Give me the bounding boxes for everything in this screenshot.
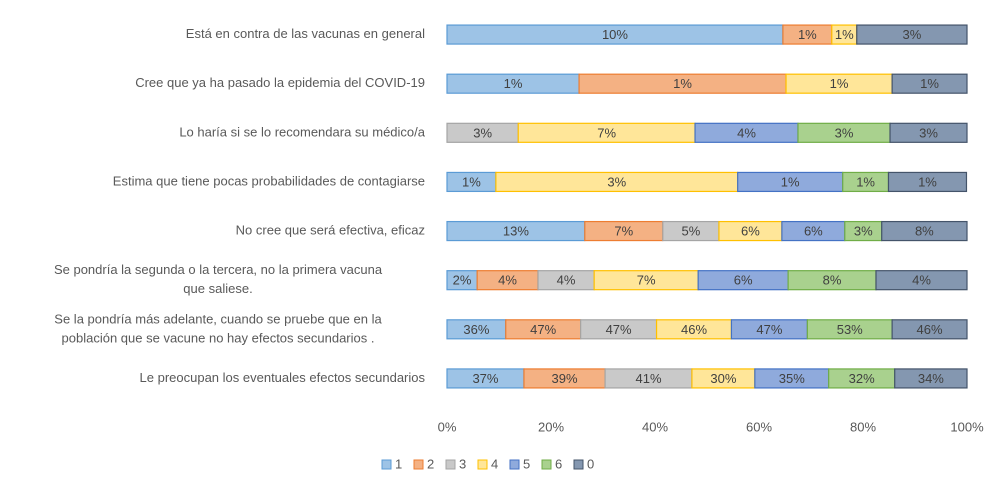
- segment-label: 41%: [635, 371, 661, 386]
- legend-swatch: [477, 459, 488, 470]
- legend-label: 2: [427, 456, 434, 471]
- bar-segment: [889, 122, 968, 143]
- segment-label: 4%: [737, 125, 756, 140]
- bar-segment: [875, 270, 968, 291]
- segment-label: 47%: [756, 322, 782, 337]
- segment-label: 2%: [453, 273, 472, 288]
- legend-label: 3: [459, 456, 466, 471]
- category-label: población que se vacune no hay efectos s…: [62, 330, 375, 345]
- category-label: Está en contra de las vacunas en general: [186, 26, 425, 41]
- segment-label: 46%: [681, 322, 707, 337]
- legend-label: 5: [523, 456, 530, 471]
- legend-label: 0: [587, 456, 594, 471]
- segment-label: 47%: [530, 322, 556, 337]
- bar-segment: [891, 319, 968, 340]
- x-tick-label: 20%: [538, 419, 564, 434]
- segment-label: 7%: [637, 273, 656, 288]
- category-label: Le preocupan los eventuales efectos secu…: [140, 370, 426, 385]
- x-tick-label: 80%: [850, 419, 876, 434]
- segment-label: 13%: [503, 224, 529, 239]
- segment-label: 39%: [552, 371, 578, 386]
- segment-label: 1%: [920, 76, 939, 91]
- segment-label: 1%: [835, 27, 854, 42]
- category-label: Lo haría si se lo recomendara su médico/…: [179, 124, 425, 139]
- bar-segment: [891, 73, 968, 94]
- segment-label: 3%: [607, 174, 626, 189]
- segment-label: 5%: [681, 224, 700, 239]
- legend-swatch: [413, 459, 424, 470]
- segment-label: 1%: [830, 76, 849, 91]
- x-tick-label: 100%: [950, 419, 984, 434]
- legend-swatch: [573, 459, 584, 470]
- x-tick-label: 40%: [642, 419, 668, 434]
- segment-label: 32%: [849, 371, 875, 386]
- bar-segment: [894, 368, 968, 389]
- segment-label: 36%: [463, 322, 489, 337]
- segment-label: 1%: [504, 76, 523, 91]
- category-label: No cree que será efectiva, eficaz: [236, 223, 425, 238]
- legend-label: 1: [395, 456, 402, 471]
- legend-swatch: [509, 459, 520, 470]
- legend-swatch: [541, 459, 552, 470]
- segment-label: 1%: [673, 76, 692, 91]
- category-label: Se pondría la segunda o la tercera, no l…: [54, 262, 383, 277]
- segment-label: 4%: [557, 273, 576, 288]
- segment-label: 4%: [498, 273, 517, 288]
- segment-label: 6%: [804, 224, 823, 239]
- category-label: Se la pondría más adelante, cuando se pr…: [54, 311, 382, 326]
- segment-label: 3%: [854, 224, 873, 239]
- segment-label: 1%: [781, 174, 800, 189]
- segment-label: 46%: [917, 322, 943, 337]
- category-label: que saliese.: [183, 281, 252, 296]
- segment-label: 1%: [462, 174, 481, 189]
- bar-segment: [887, 171, 968, 193]
- segment-label: 1%: [856, 174, 875, 189]
- bar-segment: [856, 24, 968, 45]
- segment-label: 30%: [710, 371, 736, 386]
- legend-swatch: [381, 459, 392, 470]
- segment-label: 53%: [837, 322, 863, 337]
- segment-label: 6%: [741, 224, 760, 239]
- segment-label: 37%: [472, 371, 498, 386]
- segment-label: 1%: [798, 27, 817, 42]
- segment-label: 4%: [912, 273, 931, 288]
- legend-label: 6: [555, 456, 562, 471]
- segment-label: 6%: [734, 273, 753, 288]
- segment-label: 3%: [919, 125, 938, 140]
- category-label: Estima que tiene pocas probabilidades de…: [113, 173, 425, 188]
- segment-label: 35%: [779, 371, 805, 386]
- segment-label: 34%: [918, 371, 944, 386]
- segment-label: 47%: [606, 322, 632, 337]
- segment-label: 8%: [915, 224, 934, 239]
- segment-label: 3%: [902, 27, 921, 42]
- segment-label: 7%: [597, 125, 616, 140]
- segment-label: 10%: [602, 27, 628, 42]
- segment-label: 8%: [823, 273, 842, 288]
- category-label: Cree que ya ha pasado la epidemia del CO…: [135, 75, 425, 90]
- x-tick-label: 60%: [746, 419, 772, 434]
- segment-label: 3%: [473, 125, 492, 140]
- bar-segment: [881, 220, 968, 242]
- x-tick-label: 0%: [438, 419, 457, 434]
- legend-swatch: [445, 459, 456, 470]
- segment-label: 7%: [614, 224, 633, 239]
- segment-label: 3%: [835, 125, 854, 140]
- legend-label: 4: [491, 456, 498, 471]
- segment-label: 1%: [918, 174, 937, 189]
